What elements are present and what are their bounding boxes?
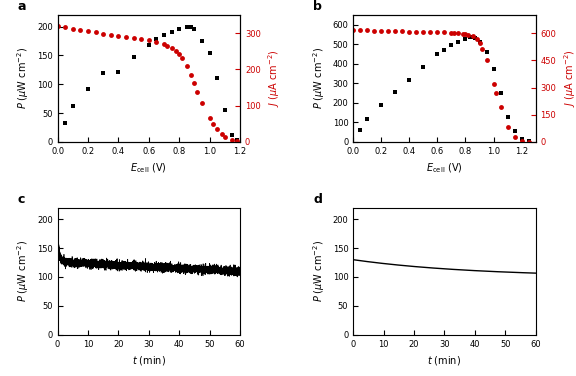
Text: d: d bbox=[313, 193, 322, 206]
Text: b: b bbox=[313, 0, 322, 13]
X-axis label: $E_\mathrm{cell}$ (V): $E_\mathrm{cell}$ (V) bbox=[131, 161, 167, 175]
Y-axis label: $P$ ($\mu$W cm$^{-2}$): $P$ ($\mu$W cm$^{-2}$) bbox=[16, 47, 32, 109]
Y-axis label: $P$ ($\mu$W cm$^{-2}$): $P$ ($\mu$W cm$^{-2}$) bbox=[311, 240, 327, 302]
X-axis label: $t$ (min): $t$ (min) bbox=[427, 354, 461, 367]
Y-axis label: $P$ ($\mu$W cm$^{-2}$): $P$ ($\mu$W cm$^{-2}$) bbox=[16, 240, 32, 302]
X-axis label: $E_\mathrm{cell}$ (V): $E_\mathrm{cell}$ (V) bbox=[426, 161, 463, 175]
Y-axis label: $P$ ($\mu$W cm$^{-2}$): $P$ ($\mu$W cm$^{-2}$) bbox=[311, 47, 327, 109]
X-axis label: $t$ (min): $t$ (min) bbox=[132, 354, 166, 367]
Text: c: c bbox=[17, 193, 25, 206]
Y-axis label: $J$ ($\mu$A cm$^{-2}$): $J$ ($\mu$A cm$^{-2}$) bbox=[562, 50, 576, 107]
Y-axis label: $J$ ($\mu$A cm$^{-2}$): $J$ ($\mu$A cm$^{-2}$) bbox=[266, 50, 282, 107]
Text: a: a bbox=[17, 0, 26, 13]
